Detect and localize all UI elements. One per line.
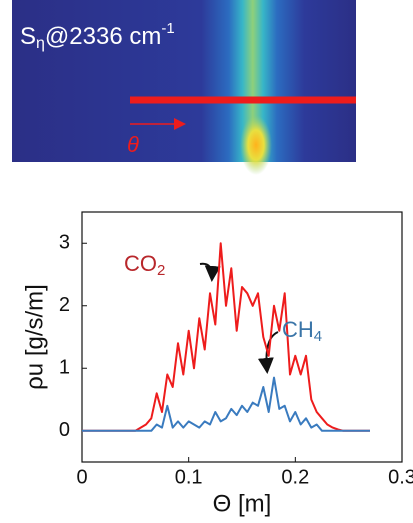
series-label: CH4 xyxy=(282,317,322,345)
series-label: CO2 xyxy=(124,251,165,279)
label-rest: @2336 cm xyxy=(45,23,161,50)
x-tick-label: 0 xyxy=(76,466,87,488)
series-line xyxy=(82,376,370,432)
x-tick-label: 0.3 xyxy=(388,466,413,488)
series-name-sub: 2 xyxy=(157,262,165,279)
image-label: Sη@2336 cm-1 xyxy=(20,20,175,52)
x-tick-label: 0.2 xyxy=(281,466,309,488)
y-tick-label: 1 xyxy=(59,357,70,379)
label-main: S xyxy=(20,23,36,50)
line-chart: Θ [m] ρu [g/s/m] xyxy=(21,211,403,517)
y-tick-label: 2 xyxy=(59,294,70,316)
hot-spot xyxy=(240,115,272,175)
label-sub: η xyxy=(36,35,45,52)
y-tick-label: 0 xyxy=(59,419,70,441)
ch4-arrow xyxy=(257,331,279,374)
series-name-sub: 4 xyxy=(314,328,322,345)
co2-arrow xyxy=(199,262,221,282)
label-sup: -1 xyxy=(161,20,174,37)
series-name: CO xyxy=(124,251,157,276)
y-tick-label: 3 xyxy=(59,232,70,254)
x-axis-label: Θ [m] xyxy=(213,490,272,517)
heatmap-image: θ Sη@2336 cm-1 xyxy=(12,0,356,175)
y-axis-label: ρu [g/s/m] xyxy=(21,284,48,390)
arrow-label: θ xyxy=(127,132,139,157)
series-name: CH xyxy=(282,317,314,342)
x-tick-label: 0.1 xyxy=(175,466,203,488)
heatmap xyxy=(12,0,356,162)
plot-frame xyxy=(81,211,403,463)
